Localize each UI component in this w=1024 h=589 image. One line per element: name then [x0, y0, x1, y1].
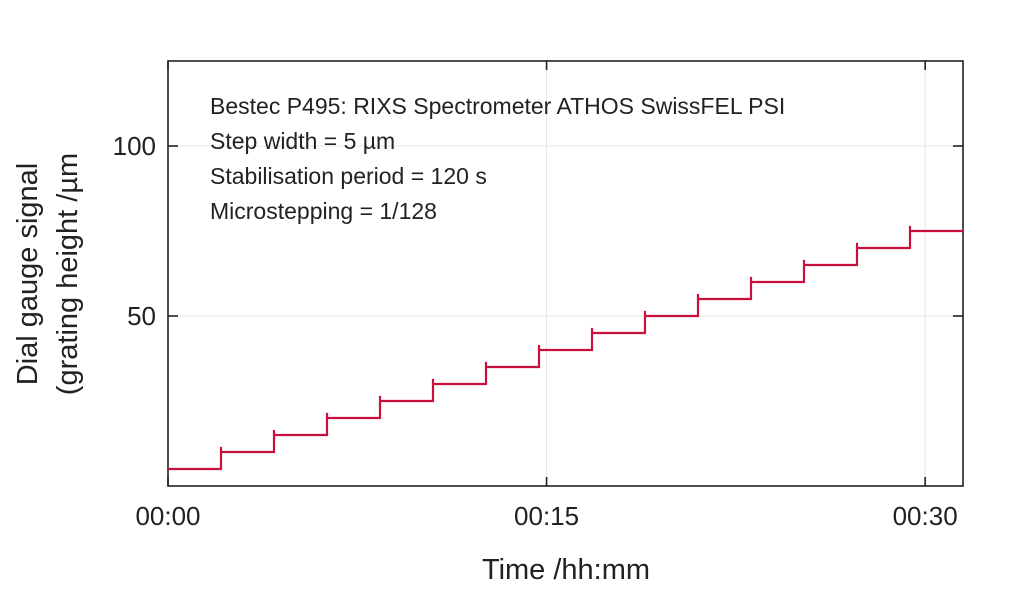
annotation-line-4: Microstepping = 1/128	[210, 198, 437, 224]
annotation-line-3: Stabilisation period = 120 s	[210, 163, 487, 189]
annotation-line-2: Step width = 5 µm	[210, 128, 395, 154]
annotation-line-1: Bestec P495: RIXS Spectrometer ATHOS Swi…	[210, 93, 785, 119]
y-tick-label: 100	[113, 131, 156, 161]
plot-frame	[167, 60, 964, 487]
x-tick-label: 00:00	[135, 501, 200, 531]
x-tick-label: 00:15	[514, 501, 579, 531]
series-line-dial-gauge	[168, 225, 963, 471]
axis-ticks	[167, 61, 963, 486]
y-axis-label-line-1: Dial gauge signal	[12, 163, 44, 385]
x-axis-label: Time /hh:mm	[482, 554, 650, 586]
x-tick-label: 00:30	[893, 501, 958, 531]
grid-lines	[168, 61, 963, 486]
y-axis-label-line-2: (grating height /µm	[52, 153, 84, 395]
y-tick-label: 50	[127, 301, 156, 331]
tick-labels: 00:00 00:15 00:30 50 100	[113, 131, 958, 531]
